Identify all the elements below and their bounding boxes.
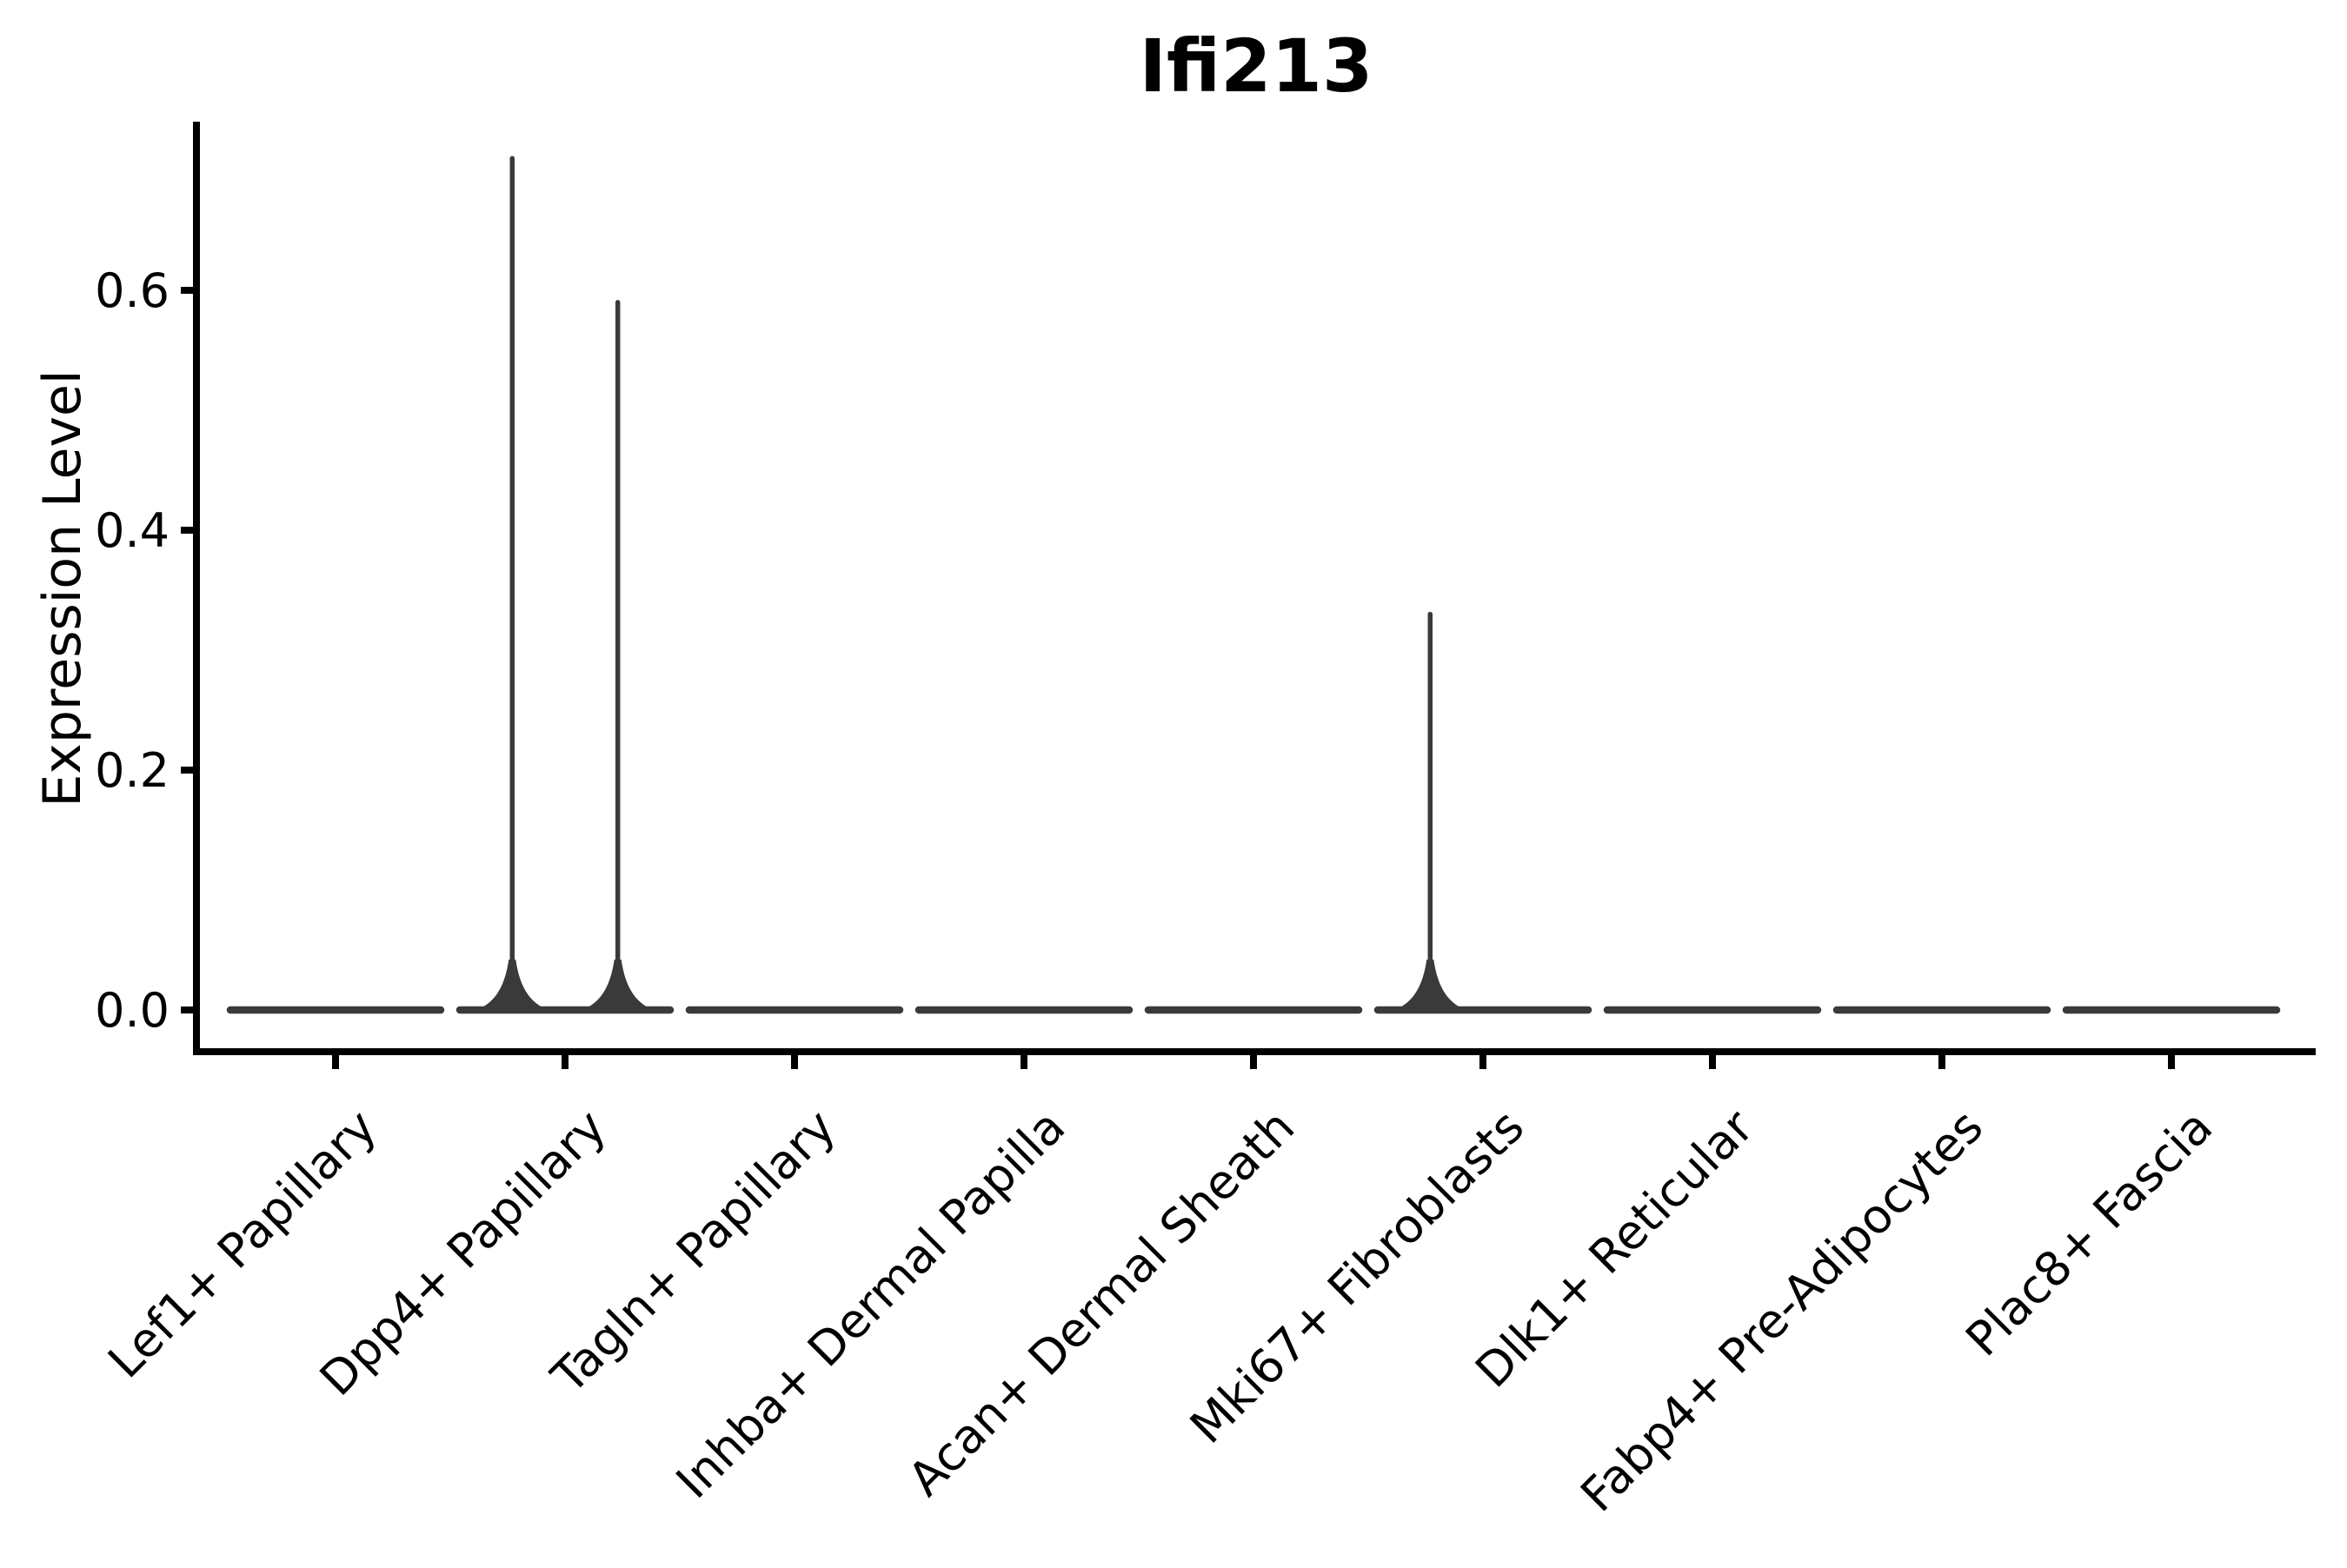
- y-tick-label: 0.0: [95, 983, 170, 1038]
- x-tick-label: Fabp4+ Pre-Adipocytes: [1570, 1100, 1993, 1523]
- y-tick-label: 0.4: [95, 503, 170, 558]
- y-axis-label: Expression Level: [32, 369, 93, 807]
- y-axis-ticks: 0.0 0.2 0.4 0.6: [95, 263, 196, 1038]
- x-tick-label: Inhba+ Dermal Papilla: [666, 1100, 1075, 1509]
- x-tick-label: Plac8+ Fascia: [1955, 1100, 2223, 1367]
- violin: [1373, 611, 1592, 1014]
- chart-title: Ifi213: [1140, 23, 1373, 109]
- violins: [226, 156, 2281, 1014]
- x-tick-label: Acan+ Dermal Sheath: [898, 1100, 1305, 1506]
- y-tick-label: 0.2: [95, 743, 170, 798]
- y-tick-label: 0.6: [95, 263, 170, 318]
- violin: [455, 156, 675, 1014]
